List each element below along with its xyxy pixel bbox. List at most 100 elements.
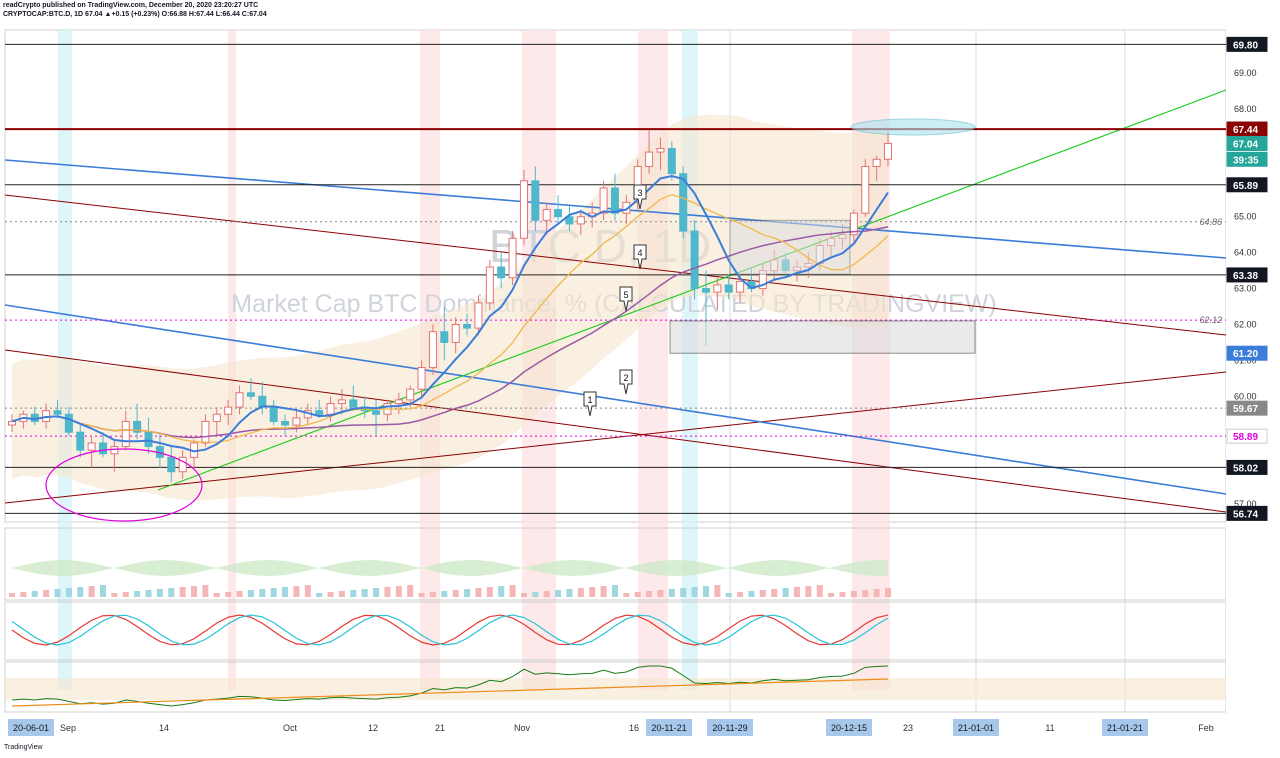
volume-bar [418, 593, 425, 597]
time-highlight-tick: 20-06-01 [13, 723, 49, 733]
volume-bar [555, 590, 562, 597]
price-axis-tick: 65.00 [1234, 212, 1257, 222]
volume-bar [691, 587, 698, 597]
callout-1 [583, 391, 597, 417]
obv-band [5, 678, 1226, 700]
time-highlight-bg [953, 719, 999, 736]
level-tag-bg [1226, 459, 1268, 475]
chart-header: readCrypto published on TradingView.com,… [3, 1, 267, 19]
oscillator-fast [11, 614, 889, 646]
price-tag-bg [1226, 135, 1268, 151]
candle-body [315, 410, 324, 415]
obv-signal-line [11, 678, 889, 707]
price-tag-bg [1226, 151, 1268, 167]
volume-bar [54, 589, 61, 597]
time-highlight-tick: 21-01-21 [1107, 723, 1143, 733]
candle-body [667, 148, 676, 175]
candle-body [565, 216, 574, 225]
candle-body [258, 395, 267, 408]
candle-body [599, 187, 608, 214]
volume-bar [236, 591, 243, 597]
candle-body [64, 413, 73, 433]
volume-bar [805, 586, 812, 597]
candle-body [235, 392, 244, 408]
volume-bar [828, 593, 835, 597]
volume-cloud [12, 560, 888, 576]
candle-body [508, 237, 517, 279]
candle-body [246, 392, 255, 397]
time-axis-tick: Sep [60, 723, 76, 733]
candle-body [417, 367, 426, 390]
time-axis-tick: 11 [1045, 723, 1054, 733]
volume-bar [202, 585, 209, 597]
volume-bar [498, 586, 505, 597]
level-tag: 58.02 [1233, 463, 1258, 474]
candle-body [713, 284, 722, 293]
candle-body [554, 209, 563, 218]
volume-bar [327, 592, 334, 597]
volume-bar [748, 591, 755, 597]
candle-body [212, 413, 221, 422]
zone-box [669, 320, 976, 354]
volume-bar [668, 589, 675, 597]
candle-body [485, 266, 494, 304]
price-axis-tick: 68.00 [1234, 104, 1257, 114]
indicator-pane-2 [4, 601, 1227, 661]
volume-bar [9, 593, 15, 597]
candle-body [645, 151, 654, 167]
time-highlight-tick: 20-11-21 [651, 723, 686, 733]
callout-label: 3 [637, 188, 642, 198]
time-highlight-bg [826, 719, 872, 736]
time-highlight-bg [1102, 719, 1148, 736]
volume-bar [680, 588, 687, 597]
time-axis-tick: 12 [368, 723, 378, 733]
volume-bar [611, 585, 618, 597]
time-highlight-tick: 21-01-01 [958, 723, 994, 733]
candle-body [531, 180, 540, 221]
session-highlight [228, 30, 236, 690]
volume-bar [509, 585, 516, 597]
candle-body [224, 406, 233, 415]
volume-bar [134, 591, 141, 597]
trend-line [4, 371, 1227, 504]
candle-body [394, 399, 403, 404]
level-tag-bg [1226, 177, 1268, 193]
price-axis-tick: 62.00 [1234, 319, 1257, 329]
candle-body [724, 284, 733, 293]
candle-body [269, 406, 278, 422]
callout-label: 1 [587, 395, 592, 405]
ema-mid-line [11, 193, 889, 443]
candle-body [610, 187, 619, 214]
volume-bar [65, 588, 72, 597]
callout-label: 5 [623, 290, 628, 300]
candle-body [76, 431, 85, 451]
candle-body [110, 446, 119, 455]
price-tag-bg [1226, 428, 1268, 444]
level-tag-red: 67.44 [1233, 125, 1258, 136]
volume-bar [100, 585, 107, 597]
price-tag-bg [1226, 400, 1268, 416]
price-tag: 39:35 [1233, 155, 1259, 166]
volume-bar [111, 593, 118, 597]
candle-body [99, 442, 108, 455]
publisher-line: readCrypto published on TradingView.com,… [3, 2, 259, 9]
volume-bar [816, 585, 823, 597]
volume-bar [759, 590, 766, 597]
candle-body [474, 302, 483, 329]
volume-bar [520, 593, 527, 597]
candle-body [406, 388, 415, 401]
volume-bar [793, 587, 800, 597]
candle-body [337, 399, 346, 404]
volume-bar [407, 585, 414, 597]
time-highlight-bg [646, 719, 692, 736]
candle-body [736, 280, 745, 293]
candle-body [679, 173, 688, 232]
time-axis-tick: Feb [1198, 723, 1214, 733]
volume-bar [304, 585, 311, 597]
volume-bar [373, 588, 380, 597]
volume-bar [862, 590, 869, 597]
volume-bar [395, 586, 402, 597]
tradingview-logo[interactable]: TradingView [4, 744, 43, 751]
candle-body [326, 402, 335, 415]
